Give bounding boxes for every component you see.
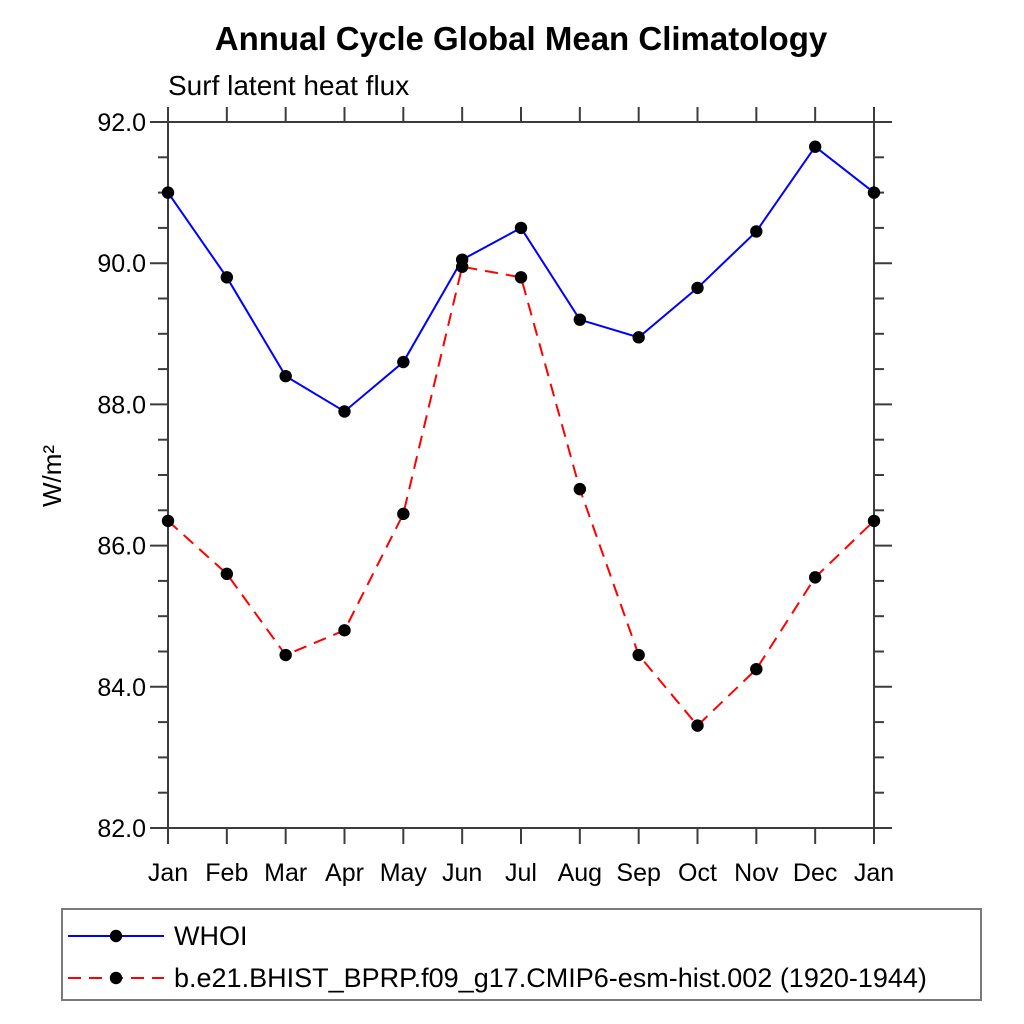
chart-subtitle: Surf latent heat flux [168,70,410,101]
x-tick-label: Jan [148,859,188,887]
x-tick-label: Jan [854,859,894,887]
series-1-marker [867,514,881,528]
x-tick-label: Jun [442,859,482,887]
series-0-marker [691,281,704,295]
x-tick-label: Mar [264,859,307,887]
series-0-marker [573,313,587,326]
model-line-swatch-icon [68,971,164,985]
y-tick-label: 90.0 [97,250,146,278]
x-tick-label: May [380,859,428,887]
y-tick-label: 82.0 [97,815,146,843]
series-1-marker [338,624,351,637]
x-tick-label: Jul [505,859,537,887]
x-tick-label: Oct [678,859,717,887]
legend-label-whoi: WHOI [174,920,248,951]
series-1-marker [808,571,822,584]
series-1-marker [573,482,587,496]
x-tick-label: Feb [205,859,248,887]
whoi-line-swatch-icon [68,929,164,943]
series-1-marker [397,507,410,521]
series-line-1 [167,265,875,728]
x-tick-label: Apr [325,859,364,887]
legend-row-whoi: WHOI [65,920,248,951]
series-0-marker [808,140,822,153]
series-0-marker [279,369,292,383]
y-tick-label: 88.0 [97,391,146,419]
series-1-marker [455,260,469,273]
series-1-marker [514,271,528,284]
legend-row-model: b.e21.BHIST_BPRP.f09_g17.CMIP6-esm-hist.… [65,962,927,993]
legend-box: WHOI b.e21.BHIST_BPRP.f09_g17.CMIP6-esm-… [61,908,982,1001]
series-0-marker [867,186,881,199]
legend-label-model: b.e21.BHIST_BPRP.f09_g17.CMIP6-esm-hist.… [174,962,927,993]
series-1-marker [691,719,704,732]
series-0-marker [338,405,351,418]
series-0-marker [220,271,234,284]
series-0-marker [632,331,645,344]
x-tick-label: Nov [734,859,779,887]
series-0-marker [514,221,528,235]
series-1-marker [632,648,645,662]
x-tick-label: Aug [558,859,602,887]
y-tick-label: 84.0 [97,674,146,702]
x-tick-label: Dec [793,859,837,887]
chart-title: Annual Cycle Global Mean Climatology [214,20,828,57]
y-tick-label: 86.0 [97,533,146,561]
y-tick-label: 92.0 [97,109,146,137]
series-0-marker [750,225,763,238]
series-1-marker [279,648,292,662]
series-1-marker [220,567,234,581]
series-0-marker [161,186,175,199]
series-1-marker [750,662,763,676]
x-tick-label: Sep [616,859,660,887]
series-1-marker [161,514,175,528]
series-0-marker [397,355,410,369]
